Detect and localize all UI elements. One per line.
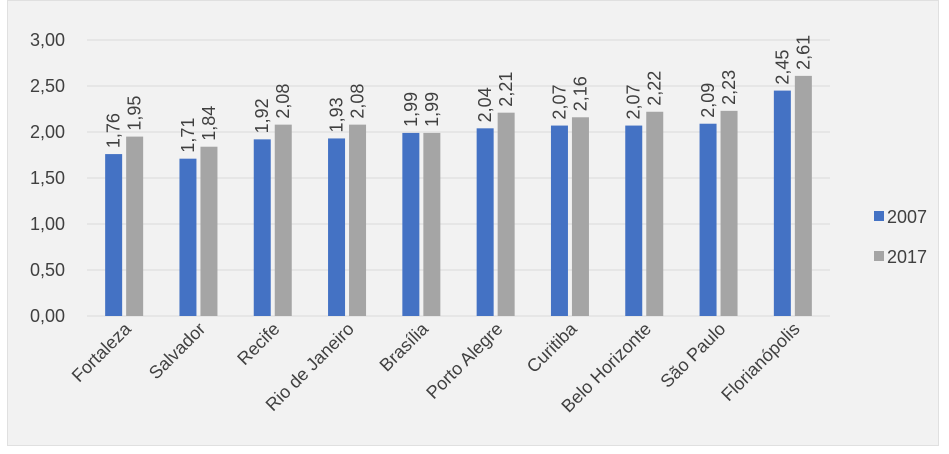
bar-2007: [253, 139, 271, 316]
bar-2007: [773, 90, 791, 316]
data-label: 2,16: [570, 76, 590, 111]
data-label: 1,71: [178, 118, 198, 153]
data-label: 2,45: [772, 50, 792, 85]
category-label: Porto Alegre: [422, 319, 506, 403]
data-label: 1,84: [199, 106, 219, 141]
bar-2017: [274, 124, 292, 316]
bar-2007: [699, 123, 717, 316]
bar-2007: [105, 154, 123, 316]
category-label: Brasília: [376, 318, 433, 375]
category-label: Curitiba: [523, 318, 582, 377]
legend-label: 2007: [887, 207, 927, 227]
data-label: 2,61: [793, 35, 813, 70]
y-tick-label: 1,50: [30, 168, 65, 188]
data-label: 1,92: [252, 98, 272, 133]
bar-2007: [179, 158, 197, 316]
y-tick-label: 0,00: [30, 306, 65, 326]
category-label: Salvador: [145, 319, 209, 383]
data-label: 2,22: [645, 71, 665, 106]
bar-2007: [328, 138, 346, 316]
data-label: 1,99: [422, 92, 442, 127]
data-label: 2,09: [698, 83, 718, 118]
y-tick-label: 2,50: [30, 76, 65, 96]
category-label: São Paulo: [656, 319, 729, 392]
bar-2017: [126, 136, 144, 316]
category-label: Recife: [233, 319, 283, 369]
bar-2017: [646, 111, 664, 316]
legend-swatch: [874, 211, 884, 221]
data-label: 1,93: [327, 97, 347, 132]
data-label: 1,76: [104, 113, 124, 148]
bar-2007: [402, 132, 420, 316]
bar-2017: [349, 124, 367, 316]
category-label: Fortaleza: [68, 318, 136, 386]
bar-2017: [423, 132, 441, 316]
legend-label: 2017: [887, 247, 927, 267]
bar-2017: [200, 146, 218, 316]
data-label: 1,95: [125, 96, 145, 131]
bar-2017: [720, 110, 738, 316]
data-label: 2,08: [348, 84, 368, 119]
legend-swatch: [874, 251, 884, 261]
bar-2017: [794, 75, 812, 316]
y-tick-label: 1,00: [30, 214, 65, 234]
data-label: 2,23: [719, 70, 739, 105]
data-label: 2,21: [496, 72, 516, 107]
bar-2007: [476, 128, 494, 316]
y-tick-label: 0,50: [30, 260, 65, 280]
data-label: 2,07: [549, 85, 569, 120]
bar-2017: [497, 112, 515, 317]
data-label: 1,99: [401, 92, 421, 127]
bar-2017: [571, 117, 589, 316]
data-label: 2,08: [273, 84, 293, 119]
bar-2007: [550, 125, 568, 316]
data-label: 2,07: [624, 85, 644, 120]
data-label: 2,04: [475, 87, 495, 122]
bar-2007: [625, 125, 643, 316]
y-tick-label: 3,00: [30, 30, 65, 50]
category-label: Florianópolis: [717, 319, 803, 405]
y-tick-label: 2,00: [30, 122, 65, 142]
